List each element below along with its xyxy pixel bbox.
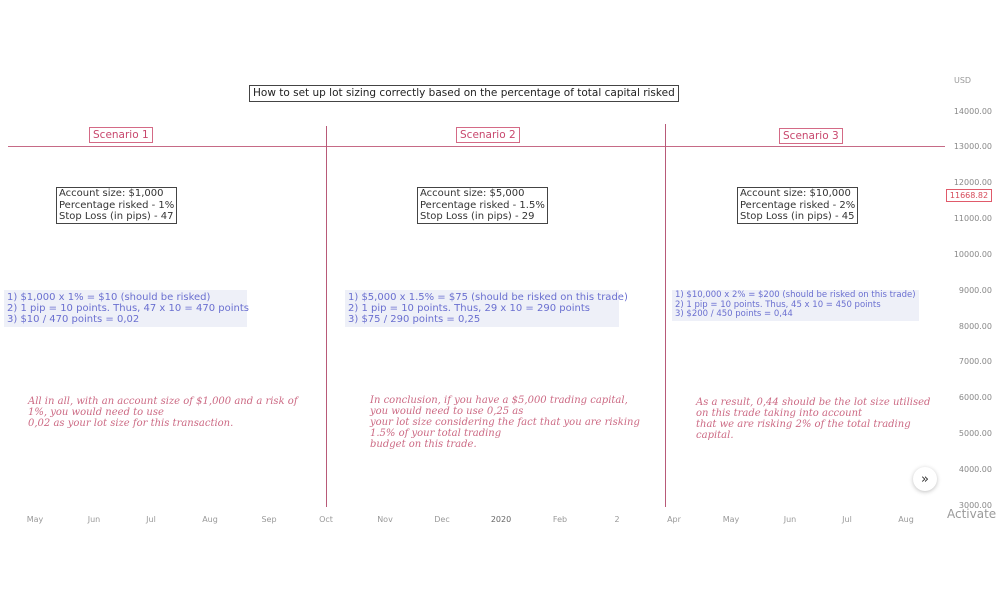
double-chevron-right-icon: »	[921, 471, 929, 487]
stop-loss: Stop Loss (in pips) - 47	[59, 211, 174, 222]
percentage-risked: Percentage risked - 2%	[740, 199, 856, 211]
time-tick: Nov	[377, 515, 393, 524]
time-tick: Dec	[434, 515, 450, 524]
calc-step-1: 1) $5,000 x 1.5% = $75 (should be risked…	[348, 292, 628, 303]
account-size: Account size: $10,000	[740, 188, 851, 199]
conclusion-line: on this trade taking into account	[696, 408, 863, 419]
time-tick: 2020	[490, 515, 512, 524]
conclusion-line: As a result, 0,44 should be the lot size…	[696, 397, 931, 408]
currency-label: USD	[954, 76, 972, 85]
scenario-1-calculation: 1) $1,000 x 1% = $10 (should be risked) …	[4, 290, 249, 327]
stop-loss: Stop Loss (in pips) - 29	[420, 211, 535, 222]
price-tick: 9000.00	[958, 286, 992, 295]
scenario-2-conclusion: In conclusion, if you have a $5,000 trad…	[370, 395, 660, 450]
activate-watermark: Activate	[947, 507, 997, 521]
time-tick: Jun	[783, 515, 797, 524]
calc-step-3: 3) $10 / 470 points = 0,02	[7, 314, 140, 325]
time-tick: Sep	[261, 515, 277, 524]
conclusion-line: budget on this trade.	[370, 439, 477, 450]
time-tick: Aug	[898, 515, 914, 524]
time-tick: Jun	[87, 515, 101, 524]
calc-step-3: 3) $75 / 290 points = 0,25	[348, 314, 481, 325]
calc-step-2: 2) 1 pip = 10 points. Thus, 29 x 10 = 29…	[348, 303, 590, 314]
scenario-1-label: Scenario 1	[89, 127, 153, 143]
scenario-2-calculation: 1) $5,000 x 1.5% = $75 (should be risked…	[345, 290, 628, 327]
time-tick: 2	[614, 515, 620, 524]
price-tick: 8000.00	[958, 322, 992, 331]
vertical-divider-1	[326, 126, 327, 507]
current-price-label: 11668.82	[946, 189, 992, 202]
scenario-1-account-box: Account size: $1,000 Percentage risked -…	[56, 187, 178, 224]
conclusion-line: capital.	[696, 430, 734, 441]
scroll-to-realtime-button[interactable]: »	[913, 467, 937, 491]
time-tick: Jul	[146, 515, 156, 524]
scenario-3-label: Scenario 3	[779, 128, 843, 144]
percentage-risked: Percentage risked - 1%	[59, 199, 175, 211]
conclusion-line: that we are risking 2% of the total trad…	[696, 419, 911, 430]
horizontal-divider	[8, 146, 945, 147]
time-tick: Feb	[552, 515, 568, 524]
time-tick: May	[26, 515, 44, 524]
scenario-3-calculation: 1) $10,000 x 2% = $200 (should be risked…	[672, 290, 919, 321]
vertical-divider-2	[665, 124, 666, 507]
stop-loss: Stop Loss (in pips) - 45	[740, 211, 855, 222]
time-tick: May	[722, 515, 740, 524]
scenario-3-account-box: Account size: $10,000 Percentage risked …	[737, 187, 859, 224]
calc-step-1: 1) $1,000 x 1% = $10 (should be risked)	[7, 292, 211, 303]
price-tick: 7000.00	[958, 357, 992, 366]
account-size: Account size: $5,000	[420, 188, 525, 199]
price-tick: 3000.00	[958, 501, 992, 510]
calc-step-1: 1) $10,000 x 2% = $200 (should be risked…	[675, 290, 916, 300]
conclusion-line: 1%, you would need to use	[28, 407, 164, 418]
price-tick: 12000.00	[953, 178, 992, 187]
price-tick: 13000.00	[953, 142, 992, 151]
price-tick: 11000.00	[953, 214, 992, 223]
scenario-3-conclusion: As a result, 0,44 should be the lot size…	[696, 397, 941, 441]
time-tick: Jul	[842, 515, 852, 524]
price-tick: 6000.00	[958, 393, 992, 402]
conclusion-line: 0,02 as your lot size for this transacti…	[28, 418, 234, 429]
calc-step-3: 3) $200 / 450 points = 0,44	[675, 309, 793, 319]
price-tick: 4000.00	[958, 465, 992, 474]
calc-step-2: 2) 1 pip = 10 points. Thus, 47 x 10 = 47…	[7, 303, 249, 314]
conclusion-line: 1.5% of your total trading	[370, 428, 502, 439]
scenario-2-label: Scenario 2	[456, 127, 520, 143]
percentage-risked: Percentage risked - 1.5%	[420, 199, 545, 211]
conclusion-line: In conclusion, if you have a $5,000 trad…	[370, 395, 628, 406]
time-tick: Aug	[202, 515, 218, 524]
time-tick: Oct	[319, 515, 333, 524]
price-tick: 5000.00	[958, 429, 992, 438]
scenario-2-account-box: Account size: $5,000 Percentage risked -…	[417, 187, 548, 224]
conclusion-line: your lot size considering the fact that …	[370, 417, 640, 428]
price-tick: 10000.00	[953, 250, 992, 259]
account-size: Account size: $1,000	[59, 188, 164, 199]
scenario-1-conclusion: All in all, with an account size of $1,0…	[28, 396, 318, 429]
price-tick: 14000.00	[953, 107, 992, 116]
calc-step-2: 2) 1 pip = 10 points. Thus, 45 x 10 = 45…	[675, 299, 881, 310]
time-tick: Apr	[667, 515, 681, 524]
chart-title: How to set up lot sizing correctly based…	[249, 85, 679, 102]
conclusion-line: you would need to use 0,25 as	[370, 406, 524, 417]
conclusion-line: All in all, with an account size of $1,0…	[28, 396, 298, 407]
